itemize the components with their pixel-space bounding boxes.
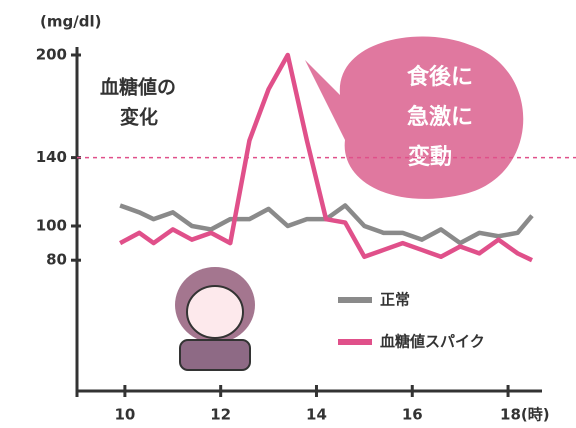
illustration: [175, 267, 255, 371]
legend-label: 正常: [380, 291, 410, 309]
y-tick-label: 80: [46, 251, 67, 269]
x-tick-label: 16: [402, 406, 423, 424]
x-tick-label: 14: [306, 406, 327, 424]
callout-text: 急激に: [407, 104, 473, 130]
x-tick-label: 18(時): [500, 406, 550, 424]
x-tick-label: 10: [114, 406, 135, 424]
y-tick-label: 200: [36, 46, 67, 64]
legend-label: 血糖値スパイク: [380, 333, 485, 351]
chart-title: 血糖値の: [100, 76, 176, 99]
y-tick-label: 100: [36, 217, 67, 235]
y-tick-label: 140: [36, 148, 67, 166]
x-tick-label: 12: [210, 406, 231, 424]
series-line: [119, 52, 533, 263]
chart-title: 変化: [120, 106, 158, 129]
y-unit: (mg/dl): [40, 13, 101, 31]
callout-text: 食後に: [407, 64, 473, 90]
